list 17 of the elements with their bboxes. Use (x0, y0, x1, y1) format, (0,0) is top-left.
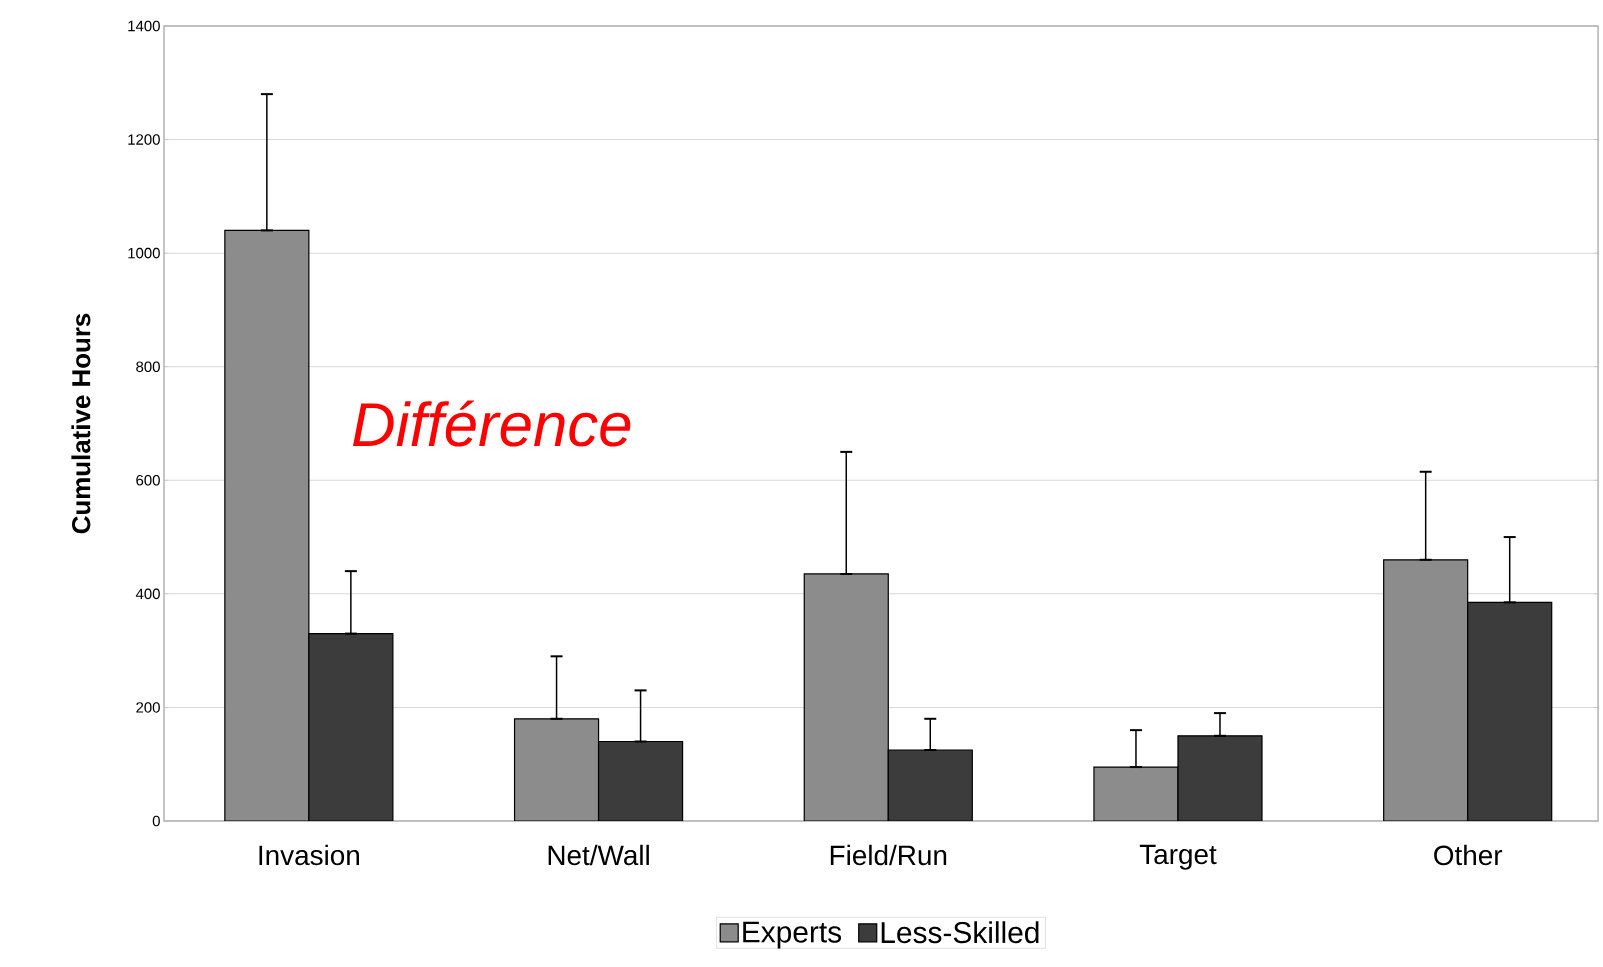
y-tick-label: 800 (136, 361, 160, 372)
y-tick-label: 1400 (128, 20, 160, 32)
y-tick-label: 1000 (128, 247, 160, 259)
y-tick-label: 200 (136, 702, 160, 713)
x-tick-label: Other (1434, 844, 1503, 866)
x-tick-label: Field/Run (830, 844, 947, 866)
y-tick-label: 400 (135, 588, 160, 600)
x-tick-label: Net/Wall (548, 844, 649, 866)
x-tick-label: Target (1139, 844, 1217, 870)
x-tick-label: Invasion (259, 844, 359, 866)
y-tick-label: 1200 (128, 134, 160, 145)
y-tick-label: 0 (152, 815, 160, 827)
legend-label: Less-Skilled (881, 921, 1039, 944)
y-axis-title: Cumulative Hours (71, 313, 91, 534)
annotation: Différence (353, 400, 631, 447)
y-tick-label: 600 (136, 474, 160, 486)
legend-label: Experts (743, 921, 842, 949)
